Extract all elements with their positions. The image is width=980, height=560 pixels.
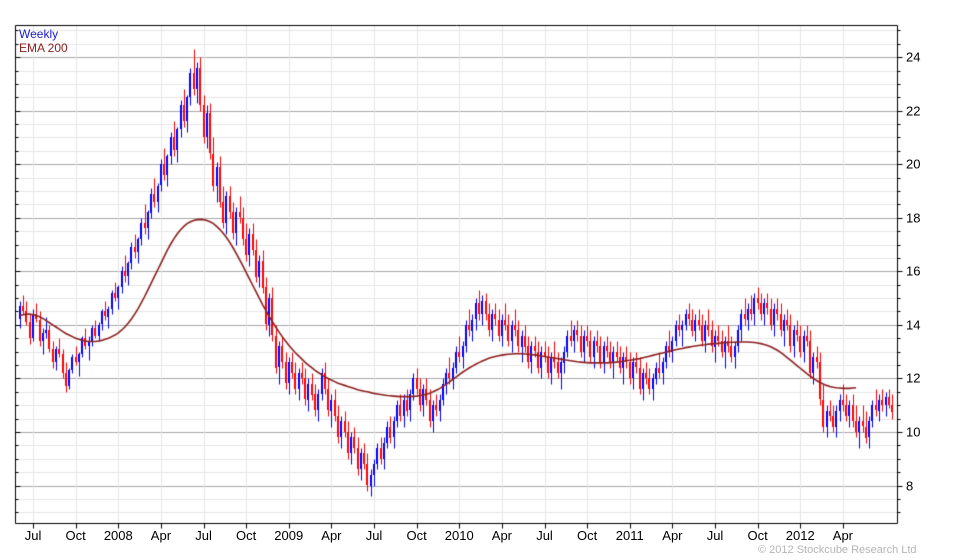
copyright-notice: © 2012 Stockcube Research Ltd: [758, 544, 917, 556]
y-axis-tick-label: 14: [906, 317, 921, 333]
x-axis-tick-label: Apr: [321, 528, 342, 543]
x-axis-tick-label: Oct: [577, 528, 598, 543]
x-axis-tick-label: Jul: [365, 528, 383, 543]
y-axis-tick-label: 10: [906, 424, 921, 440]
x-axis-tick-label: 2008: [103, 528, 133, 543]
x-axis-tick-label: Oct: [236, 528, 257, 543]
x-axis-tick-label: Jul: [706, 528, 724, 543]
y-axis-tick-label: 20: [906, 156, 921, 172]
x-axis-tick-label: Apr: [832, 528, 854, 543]
x-axis-tick-label: Oct: [406, 528, 427, 543]
x-axis-tick-label: 2009: [274, 528, 304, 543]
legend-item-ema: EMA 200: [19, 41, 68, 55]
y-axis-tick-label: 22: [906, 103, 921, 119]
x-axis-tick-label: Jul: [536, 528, 553, 543]
y-axis-tick-label: 24: [906, 49, 921, 65]
x-axis-tick-label: Jul: [195, 528, 212, 543]
x-axis-tick-label: 2012: [785, 528, 815, 543]
y-axis-tick-label: 12: [906, 370, 921, 386]
x-axis-tick-label: Oct: [747, 528, 768, 543]
y-axis-tick-label: 16: [906, 263, 921, 279]
x-axis-tick-label: Apr: [150, 528, 172, 543]
y-axis-tick-label: 18: [906, 210, 921, 226]
y-axis-tick-label: 8: [906, 478, 914, 494]
legend-item-weekly: Weekly: [19, 27, 59, 41]
x-axis-tick-label: 2011: [615, 528, 644, 543]
x-axis-tick-label: Apr: [491, 528, 513, 543]
chart-legend: Weekly EMA 200: [19, 27, 68, 55]
x-axis-tick-label: 2010: [444, 528, 474, 543]
x-axis-tick-label: Oct: [65, 528, 86, 543]
x-axis-tick-label: Jul: [24, 528, 42, 543]
x-axis-tick-label: Apr: [662, 528, 683, 543]
